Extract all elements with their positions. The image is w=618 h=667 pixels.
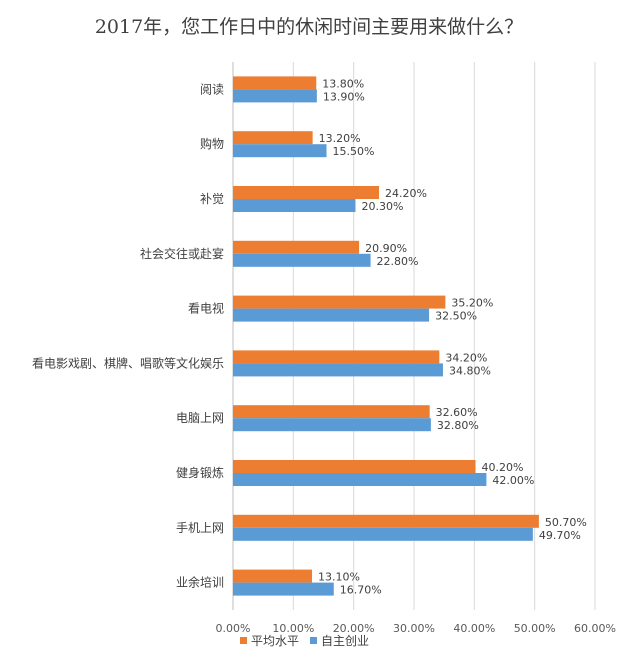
x-tick-label: 60.00%: [574, 622, 616, 635]
category-label: 看电影戏剧、棋牌、唱歌等文化娱乐: [32, 355, 224, 370]
bar-average: [233, 569, 313, 583]
data-label: 15.50%: [333, 145, 375, 158]
x-tick-label: 40.00%: [453, 622, 495, 635]
data-label: 22.80%: [377, 255, 419, 268]
bar-self-employed: [233, 308, 430, 322]
category-label: 手机上网: [176, 521, 224, 535]
data-label: 34.80%: [449, 364, 491, 377]
x-tick-label: 20.00%: [333, 622, 375, 635]
x-tick-label: 50.00%: [514, 622, 556, 635]
bar-average: [233, 131, 313, 145]
legend-label: 平均水平: [251, 634, 299, 648]
data-label: 50.70%: [545, 516, 587, 529]
bar-self-employed: [233, 582, 334, 596]
bar-average: [233, 350, 440, 364]
legend-swatch: [310, 637, 317, 644]
bar-average: [233, 76, 317, 90]
x-tick-label: 10.00%: [272, 622, 314, 635]
data-label: 20.30%: [361, 200, 403, 213]
x-tick-label: 30.00%: [393, 622, 435, 635]
category-label: 社会交往或赴宴: [140, 246, 224, 261]
data-label: 49.70%: [539, 529, 581, 542]
data-label: 16.70%: [340, 584, 382, 597]
bar-self-employed: [233, 144, 327, 158]
data-label: 13.20%: [319, 132, 361, 145]
category-label: 业余培训: [176, 575, 224, 590]
data-label: 24.20%: [385, 187, 427, 200]
bar-self-employed: [233, 89, 317, 103]
category-label: 补觉: [200, 192, 224, 206]
category-label: 阅读: [200, 82, 224, 96]
data-label: 13.90%: [323, 90, 365, 103]
x-tick-label: 0.00%: [216, 622, 251, 635]
bar-average: [233, 514, 539, 528]
data-label: 40.20%: [482, 461, 524, 474]
bar-average: [233, 186, 380, 199]
data-label: 34.20%: [445, 351, 487, 364]
legend-swatch: [240, 637, 247, 644]
category-label: 电脑上网: [176, 411, 224, 425]
bar-average: [233, 460, 476, 473]
data-label: 32.50%: [435, 310, 477, 323]
bar-self-employed: [233, 527, 533, 541]
bar-self-employed: [233, 363, 443, 377]
category-label: 购物: [200, 136, 224, 151]
bar-average: [233, 405, 430, 419]
bar-average: [233, 240, 360, 254]
data-label: 42.00%: [492, 474, 534, 487]
category-label: 看电视: [188, 301, 224, 316]
bar-self-employed: [233, 199, 356, 212]
bar-self-employed: [233, 473, 487, 486]
data-label: 32.80%: [437, 419, 479, 432]
data-label: 35.20%: [451, 297, 493, 310]
data-label: 32.60%: [436, 406, 478, 419]
bar-average: [233, 295, 446, 309]
bar-self-employed: [233, 418, 431, 432]
chart-title: 2017年，您工作日中的休闲时间主要用来做什么？: [94, 16, 524, 38]
data-label: 13.80%: [322, 77, 364, 90]
bar-self-employed: [233, 253, 371, 267]
data-label: 13.10%: [318, 571, 360, 584]
data-label: 20.90%: [365, 242, 407, 255]
legend-label: 自主创业: [321, 634, 369, 648]
category-label: 健身锻炼: [176, 465, 224, 480]
